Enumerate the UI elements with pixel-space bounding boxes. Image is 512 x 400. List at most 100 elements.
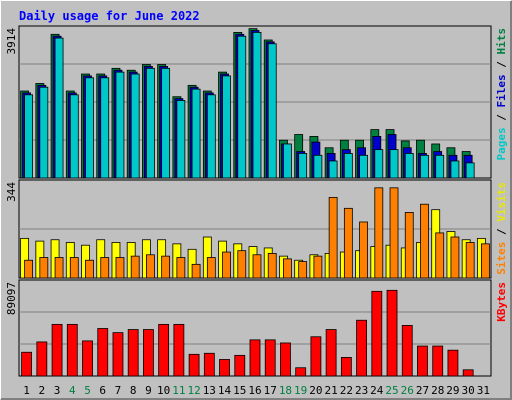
- bar-kbytes-day-25: [386, 289, 398, 377]
- bar-pages-day-14: [222, 75, 231, 179]
- x-tick-label-27: 27: [416, 384, 429, 397]
- bar-kbytes-day-16: [249, 339, 261, 377]
- bar-kbytes-day-7: [112, 332, 124, 377]
- x-tick-label-26: 26: [401, 384, 414, 397]
- x-tick-label-3: 3: [54, 384, 61, 397]
- y-max-label: 3914: [5, 28, 18, 55]
- series-legend: Sites / Visits: [495, 182, 508, 275]
- bar-kbytes-day-4: [66, 323, 78, 377]
- legend-part: Sites: [495, 242, 508, 275]
- legend-part: KBytes: [495, 282, 508, 322]
- bar-sites-day-28: [435, 232, 445, 279]
- bar-kbytes-day-17: [264, 339, 276, 377]
- y-max-label: 89097: [5, 282, 18, 315]
- bar-pages-day-7: [115, 71, 125, 179]
- series-legend: KBytes: [495, 282, 508, 322]
- bar-sites-day-15: [237, 250, 247, 279]
- x-tick-label-28: 28: [431, 384, 444, 397]
- x-tick-label-6: 6: [99, 384, 106, 397]
- x-tick-label-2: 2: [39, 384, 46, 397]
- bar-sites-day-8: [130, 255, 140, 279]
- bar-pages-day-28: [435, 154, 445, 179]
- legend-part: /: [495, 108, 508, 128]
- bar-sites-day-22: [343, 207, 353, 279]
- bar-pages-day-18: [283, 143, 292, 179]
- x-tick-label-18: 18: [279, 384, 292, 397]
- bar-sites-day-14: [222, 251, 231, 279]
- x-tick-label-17: 17: [264, 384, 277, 397]
- bar-sites-day-16: [252, 254, 262, 279]
- x-axis-labels: 1 2 3 4 5 6 7 8 9 10 11 12 13 14 15 16 17 18 19 20 21 22 23 24 2…: [23, 384, 490, 397]
- bar-kbytes-day-15: [234, 354, 246, 377]
- bar-kbytes-day-22: [340, 357, 352, 377]
- bar-pages-day-24: [374, 149, 384, 179]
- x-tick-label-31: 31: [477, 384, 490, 397]
- bar-kbytes-day-21: [325, 329, 337, 377]
- bar-kbytes-day-8: [127, 329, 139, 377]
- bar-kbytes-day-28: [432, 345, 444, 377]
- bar-sites-day-13: [206, 257, 216, 279]
- x-tick-label-11: 11: [172, 384, 185, 397]
- bar-pages-day-1: [24, 94, 34, 179]
- bar-pages-day-26: [404, 153, 414, 179]
- bar-kbytes-day-3: [51, 323, 63, 377]
- bar-kbytes-day-18: [280, 342, 291, 377]
- bar-pages-day-30: [465, 162, 475, 179]
- bar-sites-day-17: [267, 253, 277, 279]
- bar-sites-day-23: [359, 221, 368, 279]
- bar-kbytes-day-5: [82, 340, 93, 377]
- bar-kbytes-day-29: [447, 349, 459, 377]
- bar-sites-day-11: [176, 257, 186, 279]
- x-tick-label-25: 25: [385, 384, 398, 397]
- x-tick-label-9: 9: [145, 384, 152, 397]
- x-tick-label-7: 7: [115, 384, 122, 397]
- panel-hits-files-pages: 3914 Pages / Files / Hits: [5, 25, 508, 179]
- x-tick-label-12: 12: [187, 384, 200, 397]
- x-tick-label-5: 5: [84, 384, 91, 397]
- x-tick-label-14: 14: [218, 384, 232, 397]
- x-tick-label-20: 20: [309, 384, 322, 397]
- bar-sites-day-12: [191, 263, 201, 279]
- x-tick-label-23: 23: [355, 384, 368, 397]
- bar-pages-day-27: [420, 154, 429, 179]
- x-tick-label-19: 19: [294, 384, 307, 397]
- bar-sites-day-29: [450, 236, 460, 279]
- bar-sites-day-5: [85, 259, 94, 279]
- bar-kbytes-day-20: [310, 336, 322, 377]
- x-tick-label-1: 1: [23, 384, 30, 397]
- bar-pages-day-10: [161, 67, 171, 179]
- bar-sites-day-19: [298, 261, 308, 279]
- bar-pages-day-9: [146, 67, 155, 179]
- x-tick-label-10: 10: [157, 384, 170, 397]
- bar-sites-day-25: [389, 187, 399, 279]
- panel-kbytes: 89097 KBytes: [5, 279, 508, 377]
- bar-sites-day-2: [39, 257, 49, 279]
- bar-pages-day-20: [313, 154, 323, 179]
- bar-pages-day-3: [54, 37, 64, 179]
- bar-sites-day-3: [54, 257, 64, 279]
- bar-sites-day-21: [328, 196, 338, 279]
- x-tick-label-21: 21: [325, 384, 338, 397]
- x-tick-label-15: 15: [233, 384, 246, 397]
- y-max-label: 344: [5, 182, 18, 202]
- bar-sites-day-20: [313, 255, 323, 279]
- bar-pages-day-11: [176, 100, 186, 179]
- bar-sites-day-7: [115, 257, 125, 279]
- legend-part: Pages: [495, 127, 508, 160]
- legend-part: Files: [495, 74, 508, 107]
- x-tick-label-29: 29: [446, 384, 459, 397]
- x-tick-label-4: 4: [69, 384, 76, 397]
- bar-pages-day-21: [328, 160, 338, 179]
- bar-kbytes-day-11: [173, 323, 185, 377]
- bar-kbytes-day-26: [401, 325, 413, 377]
- bar-kbytes-day-14: [219, 359, 230, 377]
- bar-kbytes-day-30: [462, 369, 474, 377]
- x-tick-label-8: 8: [130, 384, 137, 397]
- bar-pages-day-17: [267, 43, 277, 179]
- bar-sites-day-10: [161, 255, 171, 279]
- series-legend: Pages / Files / Hits: [495, 28, 508, 161]
- bar-pages-day-13: [206, 94, 216, 179]
- bar-sites-day-30: [465, 242, 475, 279]
